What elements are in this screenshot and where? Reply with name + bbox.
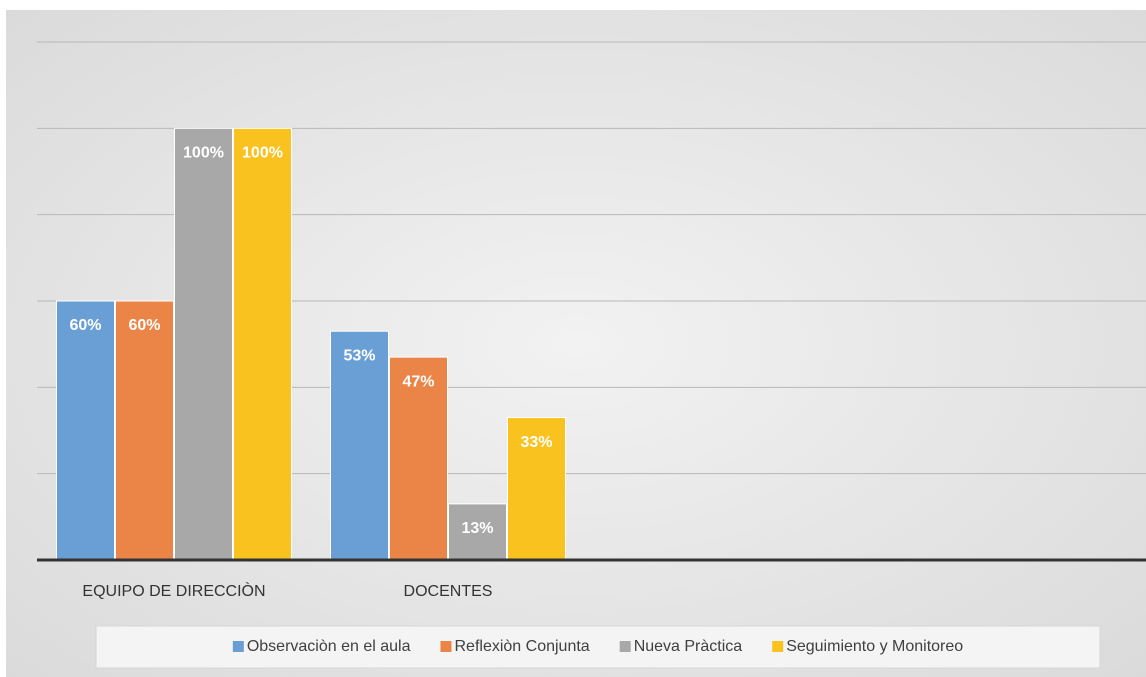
- bar: [115, 300, 174, 561]
- data-label: 13%: [461, 520, 493, 537]
- data-label: 60%: [69, 317, 101, 334]
- legend-swatch: [772, 641, 784, 652]
- legend-label: Observaciòn en el aula: [247, 638, 411, 655]
- data-label: 47%: [402, 373, 434, 390]
- data-label: 53%: [343, 347, 375, 364]
- data-label: 100%: [183, 145, 224, 162]
- legend-label: Seguimiento y Monitoreo: [786, 638, 963, 655]
- legend-swatch: [440, 641, 452, 652]
- legend-label: Nueva Pràctica: [634, 638, 743, 655]
- data-label: 100%: [242, 145, 283, 162]
- bar: [56, 300, 115, 561]
- bar: [233, 127, 292, 561]
- x-tick-label: EQUIPO DE DIRECCIÒN: [82, 581, 265, 600]
- bar: [174, 127, 233, 561]
- legend-box: [95, 625, 1101, 669]
- data-label: 60%: [128, 317, 160, 334]
- data-label: 33%: [520, 434, 552, 451]
- x-tick-label: DOCENTES: [404, 583, 493, 600]
- bar: [330, 330, 389, 561]
- legend-label: Reflexiòn Conjunta: [454, 638, 589, 655]
- legend-swatch: [619, 641, 631, 652]
- legend-swatch: [232, 641, 244, 652]
